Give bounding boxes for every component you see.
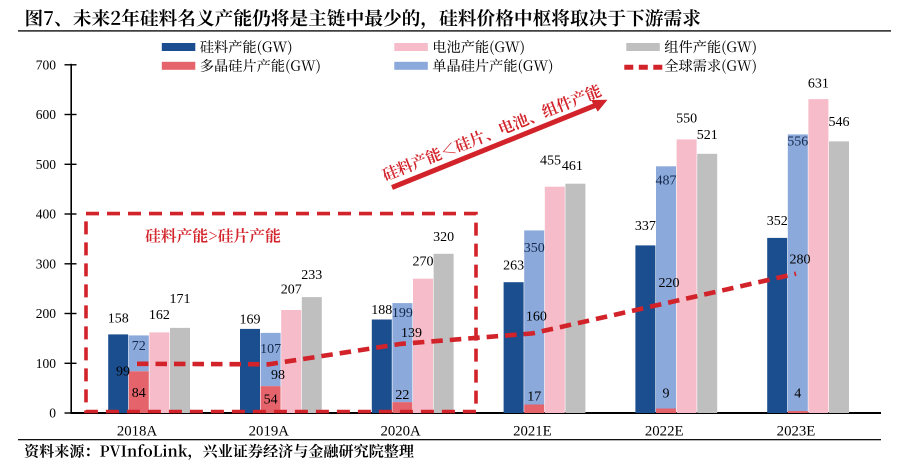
svg-text:17: 17 bbox=[527, 390, 541, 405]
svg-text:280: 280 bbox=[790, 253, 811, 268]
svg-text:263: 263 bbox=[503, 259, 524, 274]
svg-text:2019A: 2019A bbox=[249, 423, 290, 439]
svg-text:455: 455 bbox=[540, 154, 561, 169]
svg-text:461: 461 bbox=[562, 159, 583, 174]
svg-text:158: 158 bbox=[108, 312, 129, 327]
svg-text:556: 556 bbox=[787, 135, 808, 150]
svg-text:188: 188 bbox=[371, 303, 392, 318]
svg-text:487: 487 bbox=[656, 174, 677, 189]
svg-text:631: 631 bbox=[808, 77, 829, 92]
svg-text:169: 169 bbox=[240, 313, 261, 328]
svg-text:2023E: 2023E bbox=[777, 423, 816, 439]
svg-text:9: 9 bbox=[663, 387, 670, 402]
svg-text:22: 22 bbox=[395, 388, 409, 403]
svg-text:100: 100 bbox=[36, 356, 57, 371]
svg-text:233: 233 bbox=[301, 268, 322, 283]
svg-text:2020A: 2020A bbox=[380, 423, 421, 439]
svg-text:162: 162 bbox=[149, 308, 170, 323]
svg-text:500: 500 bbox=[36, 157, 57, 172]
svg-text:207: 207 bbox=[281, 283, 302, 298]
svg-text:270: 270 bbox=[413, 255, 434, 270]
svg-text:600: 600 bbox=[36, 107, 57, 122]
svg-text:550: 550 bbox=[676, 112, 697, 127]
svg-text:521: 521 bbox=[697, 128, 718, 143]
svg-text:300: 300 bbox=[36, 256, 57, 271]
svg-text:0: 0 bbox=[49, 406, 56, 421]
svg-text:200: 200 bbox=[36, 306, 57, 321]
svg-text:350: 350 bbox=[524, 241, 545, 256]
svg-text:98: 98 bbox=[271, 368, 285, 383]
svg-text:160: 160 bbox=[526, 310, 547, 325]
svg-text:546: 546 bbox=[829, 115, 850, 130]
svg-text:139: 139 bbox=[401, 326, 422, 341]
svg-text:199: 199 bbox=[392, 306, 413, 321]
svg-text:4: 4 bbox=[794, 387, 801, 402]
svg-text:400: 400 bbox=[36, 207, 57, 222]
svg-text:99: 99 bbox=[116, 365, 130, 380]
svg-text:220: 220 bbox=[659, 276, 680, 291]
svg-text:352: 352 bbox=[767, 214, 788, 229]
svg-text:171: 171 bbox=[170, 292, 191, 307]
svg-text:337: 337 bbox=[635, 219, 656, 234]
svg-text:107: 107 bbox=[260, 342, 281, 357]
svg-text:700: 700 bbox=[36, 57, 57, 72]
svg-text:2021E: 2021E bbox=[513, 423, 552, 439]
svg-text:2018A: 2018A bbox=[117, 423, 158, 439]
svg-text:72: 72 bbox=[132, 339, 146, 354]
svg-text:2022E: 2022E bbox=[645, 423, 684, 439]
svg-text:320: 320 bbox=[433, 230, 454, 245]
svg-text:54: 54 bbox=[264, 393, 278, 408]
svg-text:84: 84 bbox=[132, 386, 146, 401]
